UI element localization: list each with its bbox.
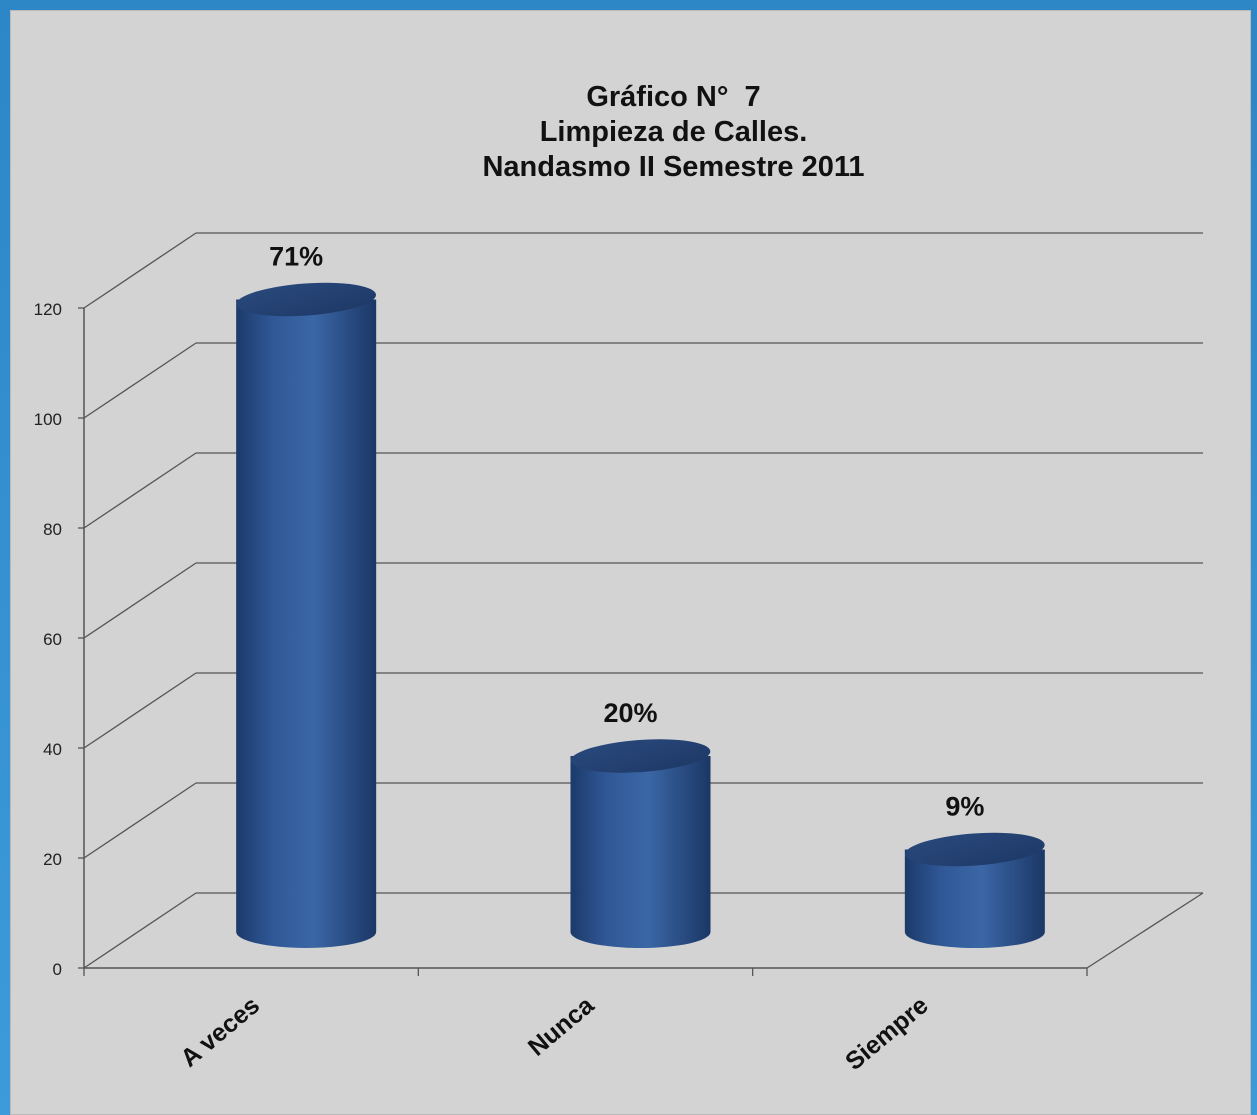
data-label: 20% (603, 698, 657, 728)
chart-title-line-3: Nandasmo II Semestre 2011 (482, 151, 865, 183)
x-tick-label: A veces (175, 991, 265, 1073)
gridline-diagonal (83, 672, 197, 749)
chart-title-line-2: Limpieza de Calles. (539, 116, 808, 148)
gridline-diagonal (83, 452, 197, 529)
y-tick-label: 40 (43, 740, 62, 759)
data-label: 9% (945, 792, 984, 822)
bar-siempre (904, 849, 1045, 948)
gridline-diagonal (83, 232, 197, 309)
gridline-diagonal (83, 562, 197, 639)
y-tick-label: 80 (43, 520, 62, 539)
chart-title-line-1: Gráfico N° 7 (586, 81, 761, 113)
bar-a-veces (236, 299, 377, 948)
data-label: 71% (269, 242, 323, 272)
bar-nunca (570, 756, 711, 948)
gridline-diagonal (83, 342, 197, 419)
bar-top (236, 282, 377, 317)
gridline-diagonal (83, 782, 197, 859)
y-tick-label: 0 (53, 960, 62, 979)
y-tick-label: 100 (34, 410, 62, 429)
y-tick-label: 20 (43, 850, 62, 869)
chart-title: Gráfico N° 7 Limpieza de Calles. Nandasm… (0, 80, 1257, 185)
gridline-diagonal (83, 892, 197, 969)
x-tick-label: Nunca (523, 990, 600, 1061)
bar-top (570, 739, 711, 773)
y-tick-label: 60 (43, 630, 62, 649)
floor-right-edge (1086, 892, 1204, 969)
y-tick-label: 120 (34, 300, 62, 319)
bar-top (904, 832, 1045, 867)
x-tick-label: Siempre (840, 991, 934, 1076)
